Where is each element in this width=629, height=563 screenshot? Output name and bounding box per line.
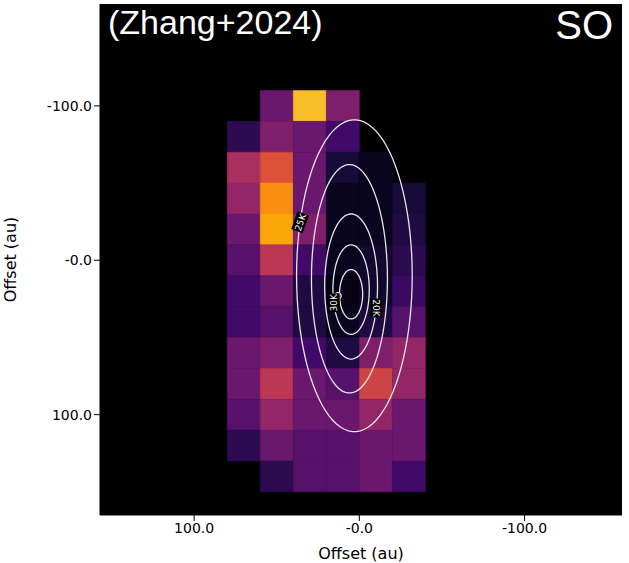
svg-text:Offset (au): Offset (au) [318,544,404,563]
html-text:(Zhang+2024): (Zhang+2024) [108,3,323,41]
svg-text:-0.0: -0.0 [65,252,92,268]
svg-text:-0.0: -0.0 [346,520,373,536]
svg-text:20K: 20K [371,299,381,317]
svg-text:-100.0: -100.0 [502,520,547,536]
svg-text:30K: 30K [329,293,339,311]
svg-text:25K: 25K [293,212,309,233]
svg-text:100.0: 100.0 [52,407,92,423]
html-text:SO: SO [555,3,613,47]
svg-text:-100.0: -100.0 [47,98,92,114]
svg-text:Offset (au): Offset (au) [1,217,20,303]
svg-text:100.0: 100.0 [174,520,214,536]
